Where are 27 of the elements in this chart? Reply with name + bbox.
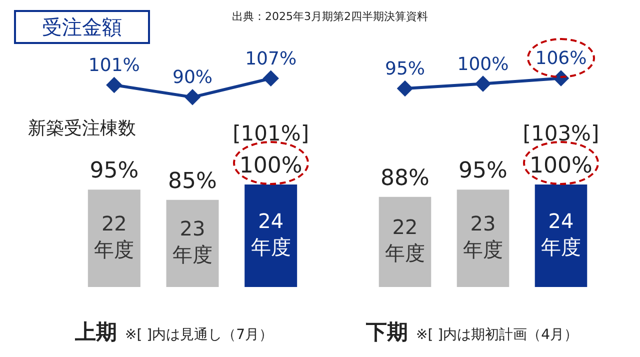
text: 新築受注棟数 bbox=[28, 117, 136, 140]
data-label: 90% bbox=[172, 67, 213, 88]
category-label: 22 年度 bbox=[385, 215, 425, 266]
data-label: 95% bbox=[458, 158, 508, 184]
data-label: 100% bbox=[239, 154, 302, 179]
x-axis-title: 上期 bbox=[75, 320, 117, 344]
source-note: 出典：2025年3月期第2四半期決算資料 bbox=[232, 9, 428, 24]
data-label: 95% bbox=[90, 158, 139, 184]
text: [103%] bbox=[522, 122, 600, 146]
category-label: 23 年度 bbox=[172, 216, 212, 267]
data-label: 85% bbox=[168, 168, 217, 194]
category-label: 23 年度 bbox=[463, 212, 503, 262]
data-label: 88% bbox=[380, 166, 430, 191]
category-label: 24 年度 bbox=[541, 208, 581, 259]
x-axis-title: 下期 bbox=[366, 320, 408, 344]
data-label: 95% bbox=[384, 58, 426, 80]
data-label: 101% bbox=[88, 55, 140, 76]
data-label: 107% bbox=[245, 48, 297, 70]
data-label: 100% bbox=[457, 54, 509, 75]
data-label: 100% bbox=[530, 154, 592, 179]
data-label: 106% bbox=[535, 48, 587, 70]
text: ※[ ]内は見通し（7月） bbox=[125, 327, 274, 343]
text: ※[ ]内は期初計画（4月） bbox=[416, 327, 578, 343]
chart-title: 受注金額 bbox=[14, 10, 150, 44]
text: [101%] bbox=[232, 122, 310, 146]
category-label: 22 年度 bbox=[94, 212, 134, 262]
category-label: 24 年度 bbox=[250, 208, 291, 259]
